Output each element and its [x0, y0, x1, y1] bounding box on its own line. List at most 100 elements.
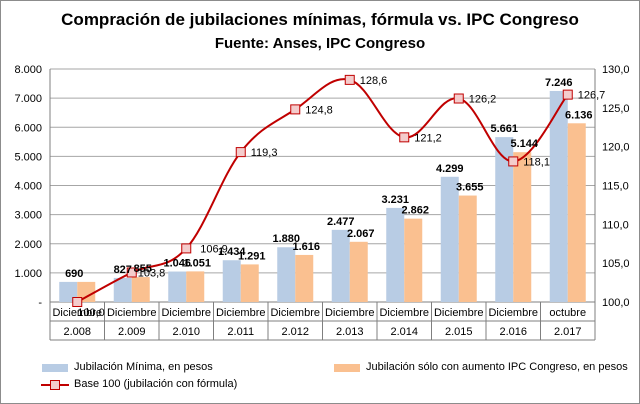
y-right-tick-label: 100,0 — [602, 297, 630, 309]
x-tick-label: 2.015 — [445, 326, 473, 338]
bar-jubilacion-minima — [440, 176, 459, 302]
y-right-tick-label: 105,0 — [602, 258, 630, 270]
data-label-ipc-congreso: 6.136 — [565, 109, 593, 121]
data-label-jubilacion-minima: 3.231 — [381, 194, 409, 206]
data-label-ipc-congreso: 1.616 — [292, 241, 320, 253]
marker-base-100 — [344, 74, 355, 85]
data-label-ipc-congreso: 1.051 — [183, 257, 211, 269]
data-label-base-100: 103,8 — [138, 267, 166, 279]
x-tick-label: Diciembre — [216, 307, 266, 319]
y-right-tick-label: 125,0 — [602, 103, 630, 115]
y-left-tick-label: 1.000 — [14, 268, 42, 280]
data-label-jubilacion-minima: 5.661 — [490, 123, 518, 135]
y-left-tick-label: 3.000 — [14, 210, 42, 222]
data-label-base-100: 100,0 — [77, 307, 105, 319]
bar-jubilacion-minima — [222, 260, 241, 302]
data-label-ipc-congreso: 3.655 — [456, 182, 484, 194]
data-label-base-100: 126,7 — [578, 90, 606, 102]
x-tick-label: 2.011 — [227, 326, 254, 338]
x-tick-label: 2.016 — [499, 326, 527, 338]
marker-base-100 — [508, 156, 519, 167]
bar-jubilacion-minima — [168, 271, 187, 302]
bar-ipc-congreso — [349, 241, 368, 302]
chart-title: Compración de jubilaciones mínimas, fórm… — [61, 10, 579, 29]
data-label-ipc-congreso: 855 — [134, 263, 152, 275]
data-label-base-100: 106,9 — [200, 243, 228, 255]
y-left-tick-label: 4.000 — [14, 181, 42, 193]
bar-ipc-congreso — [404, 218, 423, 302]
x-tick-label: Diciembre — [379, 307, 429, 319]
bar-ipc-congreso — [77, 281, 96, 302]
marker-base-100 — [235, 147, 246, 158]
x-tick-label: 2.009 — [118, 326, 146, 338]
x-tick-label: octubre — [549, 307, 586, 319]
marker-base-100 — [181, 243, 192, 254]
data-label-base-100: 128,6 — [360, 75, 388, 87]
data-label-jubilacion-minima: 690 — [65, 268, 83, 280]
data-label-jubilacion-minima: 1.434 — [218, 246, 246, 258]
bar-jubilacion-minima — [113, 277, 132, 302]
x-tick-label: 2.008 — [63, 326, 91, 338]
y-left-tick-label: 8.000 — [14, 64, 42, 76]
chart-subtitle: Fuente: Anses, IPC Congreso — [214, 35, 426, 52]
data-label-ipc-congreso: 2.862 — [401, 205, 429, 217]
bar-ipc-congreso — [458, 195, 477, 302]
data-label-ipc-congreso: 2.067 — [347, 228, 375, 240]
bar-ipc-congreso — [567, 123, 586, 302]
data-label-base-100: 119,3 — [251, 147, 278, 159]
y-left-tick-label: 5.000 — [14, 151, 42, 163]
bar-jubilacion-minima — [59, 281, 78, 302]
x-tick-label: Diciembre — [488, 307, 538, 319]
y-left-tick-label: 7.000 — [14, 93, 42, 105]
line-base-100 — [76, 78, 569, 303]
y-left-tick-label: - — [38, 297, 42, 309]
data-label-jubilacion-minima: 1.880 — [272, 233, 300, 245]
x-tick-label: Diciembre — [434, 307, 484, 319]
marker-base-100 — [126, 267, 137, 278]
bar-ipc-congreso — [186, 271, 205, 302]
data-label-jubilacion-minima: 827 — [114, 264, 132, 276]
x-tick-label: 2.017 — [554, 326, 582, 338]
x-tick-label: Diciembre — [270, 307, 320, 319]
data-label-base-100: 121,2 — [414, 132, 442, 144]
data-label-base-100: 118,1 — [523, 156, 550, 168]
y-left-tick-label: 2.000 — [14, 239, 42, 251]
bar-jubilacion-minima — [549, 90, 568, 302]
marker-base-100 — [72, 297, 83, 307]
bar-ipc-congreso — [131, 277, 150, 302]
x-tick-label: 2.010 — [172, 326, 200, 338]
data-label-jubilacion-minima: 7.246 — [545, 77, 573, 89]
marker-base-100 — [453, 93, 464, 104]
y-right-tick-label: 115,0 — [602, 181, 629, 193]
marker-base-100 — [399, 132, 410, 143]
marker-base-100 — [290, 104, 301, 115]
bar-jubilacion-minima — [331, 229, 350, 302]
y-right-tick-label: 120,0 — [602, 142, 630, 154]
data-label-base-100: 126,2 — [469, 94, 497, 106]
data-label-jubilacion-minima: 4.299 — [436, 163, 464, 175]
y-right-tick-label: 130,0 — [602, 64, 630, 76]
x-tick-label: Diciembre — [107, 307, 157, 319]
bar-jubilacion-minima — [495, 137, 514, 302]
data-label-ipc-congreso: 1.291 — [238, 250, 266, 262]
x-tick-label: 2.012 — [281, 326, 309, 338]
x-tick-label: Diciembre — [325, 307, 375, 319]
data-label-jubilacion-minima: 2.477 — [327, 216, 355, 228]
data-label-jubilacion-minima: 1.046 — [163, 258, 191, 270]
bar-ipc-congreso — [240, 264, 259, 302]
bar-ipc-congreso — [295, 254, 314, 302]
x-tick-label: 2.013 — [336, 326, 364, 338]
bar-ipc-congreso — [513, 152, 532, 302]
x-tick-label: Diciembre — [52, 307, 102, 319]
marker-base-100 — [562, 89, 573, 100]
bar-jubilacion-minima — [386, 207, 405, 302]
y-left-tick-label: 6.000 — [14, 122, 42, 134]
y-right-tick-label: 110,0 — [602, 219, 629, 231]
bar-jubilacion-minima — [277, 247, 296, 302]
x-tick-label: Diciembre — [161, 307, 211, 319]
data-label-base-100: 124,8 — [305, 104, 333, 116]
data-label-ipc-congreso: 5.144 — [510, 138, 538, 150]
x-tick-label: 2.014 — [390, 326, 418, 338]
